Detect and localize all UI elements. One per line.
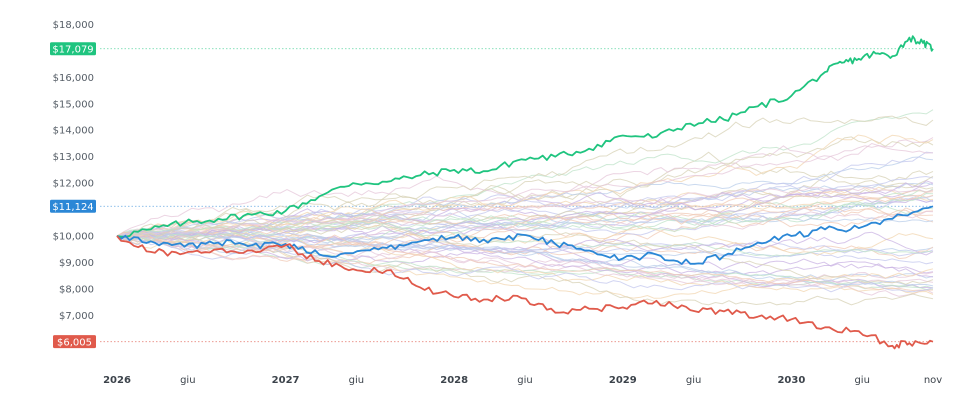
highlighted-series-line: [116, 235, 934, 350]
y-tick-label: $10,000: [53, 232, 94, 243]
x-tick-label: giu: [517, 375, 532, 386]
y-tick-label: $18,000: [53, 20, 94, 31]
y-tick-label: $9,000: [59, 258, 94, 269]
background-series-line: [116, 209, 934, 252]
y-tick-label: $14,000: [53, 126, 94, 137]
x-tick-label: giu: [854, 375, 869, 386]
background-series-line: [116, 231, 934, 289]
end-value-badge-background: [50, 42, 96, 56]
x-tick-label: giu: [349, 375, 364, 386]
highlighted-series-line: [116, 35, 934, 238]
x-tick-label: 2029: [609, 375, 637, 386]
x-tick-label: nov: [924, 375, 942, 386]
x-tick-label: 2027: [272, 375, 300, 386]
background-series-line: [116, 234, 934, 292]
y-tick-label: $15,000: [53, 99, 94, 110]
x-tick-label: 2030: [777, 375, 805, 386]
background-series-line: [116, 230, 934, 265]
end-value-badge-label: $6,005: [57, 337, 92, 348]
end-value-badges: $17,079 $11,124 $6,005: [50, 42, 96, 348]
background-series-line: [116, 235, 934, 293]
background-series-layer: [116, 109, 934, 306]
background-series-line: [116, 217, 934, 242]
y-axis: $18,000 $16,000 $15,000 $14,000 $13,000 $12,0…: [53, 20, 94, 322]
background-series-line: [116, 180, 934, 241]
background-series-line: [116, 137, 934, 237]
background-series-line: [116, 220, 934, 257]
background-series-line: [116, 182, 934, 247]
end-value-badge-background: [53, 335, 96, 349]
background-series-line: [116, 190, 934, 239]
background-series-line: [116, 233, 934, 306]
y-tick-label: $8,000: [59, 284, 94, 295]
x-tick-label: 2026: [103, 375, 131, 386]
y-tick-label: $16,000: [53, 73, 94, 84]
y-tick-label: $13,000: [53, 152, 94, 163]
background-series-line: [116, 145, 934, 237]
end-value-badge-label: $17,079: [52, 44, 93, 55]
end-value-badge: $11,124: [50, 199, 96, 213]
end-value-badge-label: $11,124: [52, 202, 93, 213]
highlighted-series-line: [116, 205, 934, 265]
background-series-line: [116, 210, 934, 250]
background-series-line: [116, 151, 934, 239]
background-series-line: [116, 136, 934, 244]
background-series-line: [116, 115, 934, 240]
end-value-badge: $6,005: [53, 335, 96, 348]
background-series-line: [116, 192, 934, 241]
highlighted-series-layer: [116, 35, 934, 350]
end-value-badge-background: [50, 199, 96, 213]
x-tick-label: giu: [180, 375, 195, 386]
end-value-badge: $17,079: [50, 42, 96, 55]
y-tick-label: $12,000: [53, 179, 94, 190]
x-tick-label: 2028: [440, 375, 468, 386]
x-tick-label: giu: [686, 375, 701, 386]
y-tick-label: $7,000: [59, 311, 94, 322]
background-series-line: [116, 227, 934, 287]
x-axis: 2026 giu 2027 giu 2028 giu 2029 giu 2030 giu nov: [103, 375, 942, 386]
